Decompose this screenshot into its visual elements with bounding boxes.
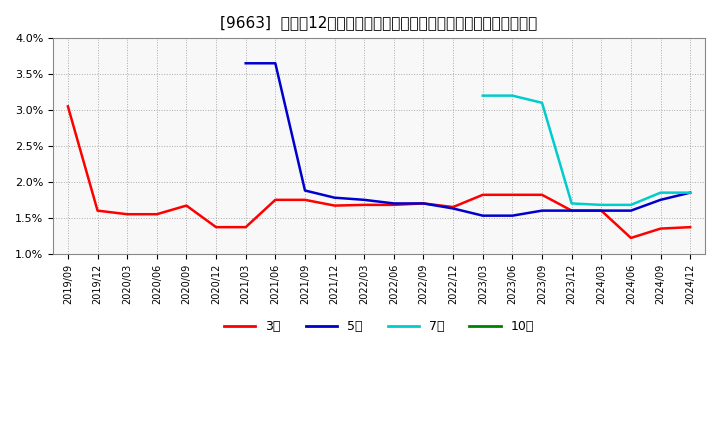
3年: [449, 205, 457, 210]
5年: [626, 208, 635, 213]
3年: [567, 208, 576, 213]
5年: [390, 201, 398, 206]
Title: [9663]  売上高12か月移動合計の対前年同期増減率の標準偏差の推移: [9663] 売上高12か月移動合計の対前年同期増減率の標準偏差の推移: [220, 15, 538, 30]
3年: [301, 197, 310, 202]
3年: [508, 192, 517, 198]
5年: [241, 61, 250, 66]
3年: [182, 203, 191, 208]
7年: [597, 202, 606, 208]
3年: [330, 203, 339, 208]
5年: [301, 188, 310, 193]
3年: [93, 208, 102, 213]
5年: [686, 190, 695, 195]
Line: 3年: 3年: [68, 106, 690, 238]
3年: [123, 212, 132, 217]
5年: [656, 197, 665, 202]
3年: [153, 212, 161, 217]
7年: [626, 202, 635, 208]
3年: [656, 226, 665, 231]
3年: [360, 202, 369, 208]
5年: [419, 201, 428, 206]
3年: [271, 197, 279, 202]
5年: [360, 197, 369, 202]
Legend: 3年, 5年, 7年, 10年: 3年, 5年, 7年, 10年: [219, 315, 539, 338]
5年: [271, 61, 279, 66]
7年: [508, 93, 517, 98]
7年: [656, 190, 665, 195]
Line: 7年: 7年: [483, 95, 690, 205]
3年: [241, 224, 250, 230]
5年: [479, 213, 487, 218]
7年: [567, 201, 576, 206]
3年: [63, 104, 72, 109]
3年: [538, 192, 546, 198]
3年: [479, 192, 487, 198]
3年: [686, 224, 695, 230]
5年: [538, 208, 546, 213]
3年: [390, 202, 398, 208]
5年: [508, 213, 517, 218]
3年: [597, 208, 606, 213]
7年: [479, 93, 487, 98]
7年: [686, 190, 695, 195]
7年: [538, 100, 546, 106]
5年: [330, 195, 339, 200]
5年: [449, 206, 457, 211]
5年: [597, 208, 606, 213]
5年: [567, 208, 576, 213]
3年: [626, 235, 635, 241]
Line: 5年: 5年: [246, 63, 690, 216]
3年: [212, 224, 220, 230]
3年: [419, 201, 428, 206]
